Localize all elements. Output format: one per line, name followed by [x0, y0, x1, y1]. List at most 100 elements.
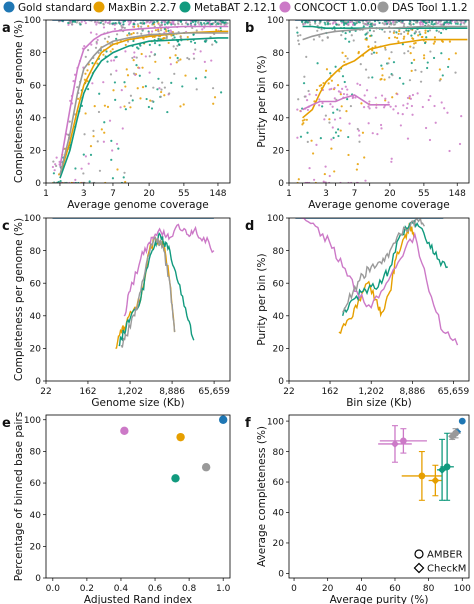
scatter-point-das-tool-1-1-2: [152, 86, 155, 89]
scatter-point-concoct-1-0-0: [72, 80, 75, 83]
scatter-point-maxbin-2-2-7: [381, 67, 384, 70]
scatter-point-das-tool-1-1-2: [83, 133, 86, 136]
scatter-point-metabat-2-12-1: [132, 22, 135, 26]
scatter-point-maxbin-2-2-7: [132, 31, 135, 35]
scatter-point-das-tool-1-1-2: [419, 80, 423, 83]
scatter-point-concoct-1-0-0: [411, 113, 414, 116]
scatter-point-maxbin-2-2-7: [103, 131, 106, 134]
scatter-point-concoct-1-0-0: [392, 108, 395, 111]
scatter-point-maxbin-2-2-7: [96, 62, 99, 65]
scatter-point-das-tool-1-1-2: [407, 50, 410, 53]
scatter-point-maxbin-2-2-7: [154, 60, 157, 63]
x-tick-label-a: 20: [143, 189, 155, 199]
scatter-point-concoct-1-0-0: [434, 121, 437, 124]
x-tick-label-e: 0.6: [148, 584, 163, 594]
scatter-point-maxbin-2-2-7: [447, 58, 451, 61]
panel-c: c 22 162 1,202 8,886 65,659 0 20 40 60 80 100 Genome…: [2, 214, 231, 409]
x-tick-label-f: 0: [291, 584, 297, 594]
y-axis-label-e: Percentage of binned base pairs: [13, 412, 25, 581]
scatter-point-concoct-1-0-0: [296, 108, 299, 111]
plot-area-d: [295, 218, 459, 346]
scatter-point-metabat-2-12-1: [52, 172, 55, 175]
scatter-point-maxbin-2-2-7: [301, 119, 305, 122]
scatter-point-maxbin-2-2-7: [111, 48, 114, 51]
y-tick-label-f: 80: [273, 448, 285, 458]
y-tick-label-b: 100: [267, 16, 284, 26]
scatter-point-maxbin-2-2-7: [149, 99, 152, 102]
panel-d: d 22 162 1,202 8,886 65,659 0 20 40 60 80 100 Bin si…: [245, 214, 469, 409]
x-tick-label-d: 65,659: [438, 387, 470, 397]
scatter-point-concoct-1-0-0: [308, 167, 311, 170]
scatter-point-metabat-2-12-1: [153, 21, 156, 24]
scatter-point-metabat-2-12-1: [117, 147, 120, 150]
scatter-point-das-tool-1-1-2: [188, 58, 191, 61]
scatter-point-metabat-2-12-1: [380, 64, 383, 67]
scatter-point-concoct-1-0-0: [315, 143, 318, 146]
scatter-point-concoct-1-0-0: [421, 23, 425, 26]
scatter-point-metabat-2-12-1: [347, 20, 350, 24]
scatter-point-metabat-2-12-1: [425, 22, 428, 25]
scatter-point-das-tool-1-1-2: [191, 26, 194, 30]
scatter-point-concoct-1-0-0: [373, 23, 377, 26]
x-tick-label-e: 0.8: [182, 584, 197, 594]
scatter-point-das-tool-1-1-2: [374, 40, 377, 44]
scatter-point-concoct-1-0-0: [333, 97, 336, 100]
scatter-point-concoct-1-0-0: [115, 69, 118, 72]
scatter-point-concoct-1-0-0: [108, 119, 112, 122]
x-tick-label-c: 8,886: [159, 387, 185, 397]
x-tick-label-d: 1,202: [358, 387, 384, 397]
scatter-point-maxbin-2-2-7: [102, 53, 105, 56]
panel-letter-b: b: [245, 21, 254, 36]
scatter-point-concoct-1-0-0: [84, 22, 87, 25]
scatter-point-maxbin-2-2-7: [126, 74, 130, 77]
panel-letter-c: c: [2, 219, 10, 234]
scatter-point-concoct-1-0-0: [306, 108, 309, 112]
scatter-point-metabat-2-12-1: [145, 97, 148, 101]
scatter-point-metabat-2-12-1: [131, 99, 134, 102]
scatter-point-concoct-1-0-0: [364, 179, 367, 182]
y-tick-label-c: 100: [24, 214, 41, 224]
legend-marker-concoct-1-0-0: [279, 1, 291, 13]
scatter-point-metabat-2-12-1: [135, 64, 138, 67]
x-tick-label-e: 0.2: [80, 584, 94, 594]
scatter-point-metabat-2-12-1: [194, 20, 197, 23]
legend-label-das-tool-1-1-2: DAS Tool 1.1.2: [392, 2, 468, 14]
scatter-point-das-tool-1-1-2: [140, 25, 143, 28]
scatter-point-das-tool-1-1-2: [94, 20, 97, 23]
y-tick-label-b: 40: [273, 114, 285, 124]
scatter-point-metabat-2-12-1: [423, 41, 427, 45]
series-line-concoct-1-0-0: [301, 218, 459, 346]
scatter-point-maxbin-2-2-7: [375, 51, 378, 54]
scatter-point-das-tool-1-1-2: [87, 48, 90, 52]
scatter-point-das-tool-1-1-2: [297, 39, 300, 42]
y-tick-label-a: 20: [30, 147, 42, 157]
scatter-point-das-tool-1-1-2: [409, 23, 413, 26]
scatter-point-das-tool-1-1-2: [384, 48, 387, 51]
scatter-point-das-tool-1-1-2: [314, 22, 317, 25]
x-tick-label-b: 1: [286, 189, 292, 199]
scatter-point-das-tool-1-1-2: [388, 20, 392, 23]
scatter-point-das-tool-1-1-2: [362, 22, 365, 25]
scatter-point-das-tool-1-1-2: [226, 22, 229, 25]
series-line-maxbin-2-2-7: [302, 38, 468, 119]
scatter-point-maxbin-2-2-7: [89, 144, 93, 148]
x-tick-label-d: 162: [321, 387, 338, 397]
scatter-point-concoct-1-0-0: [115, 142, 119, 146]
scatter-point-maxbin-2-2-7: [325, 68, 329, 71]
scatter-point-das-tool-1-1-2: [312, 38, 316, 41]
scatter-point-metabat-2-12-1: [203, 22, 206, 25]
scatter-point-maxbin-2-2-7: [93, 104, 96, 108]
scatter-point-das-tool-1-1-2: [438, 20, 442, 23]
scatter-point-metabat-2-12-1: [347, 135, 350, 139]
scatter-point-maxbin-2-2-7: [160, 90, 163, 94]
scatter-point-concoct-1-0-0: [433, 104, 436, 108]
x-tick-label-a: 55: [178, 189, 189, 199]
scatter-point-concoct-1-0-0: [396, 93, 399, 96]
scatter-point-metabat-2-12-1: [160, 21, 163, 24]
scatter-point-maxbin-2-2-7: [417, 34, 420, 37]
y-tick-label-e: 60: [30, 479, 42, 489]
scatter-point-maxbin-2-2-7: [136, 87, 139, 90]
scatter-point-das-tool-1-1-2: [211, 87, 215, 90]
scatter-point-concoct-1-0-0: [390, 157, 393, 160]
scatter-point-maxbin-2-2-7: [421, 35, 424, 39]
